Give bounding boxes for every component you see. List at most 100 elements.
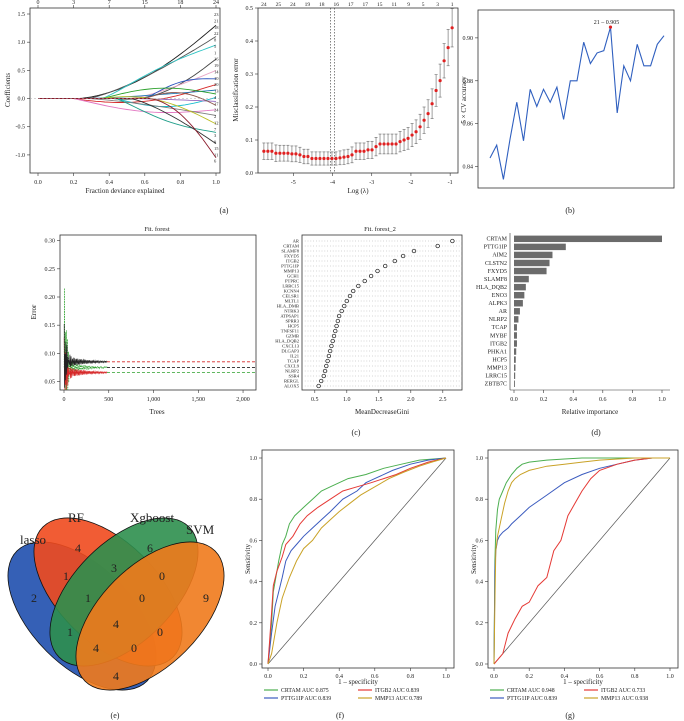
f-x-tick-label: 0.2: [300, 674, 308, 680]
c2-category-label: FXYD5: [284, 254, 300, 259]
g-x-tick-label: 0.4: [561, 674, 569, 680]
a1-right-label: 15: [214, 146, 219, 151]
panel-label-a: (a): [220, 206, 229, 215]
d-category-label: ITGB2: [490, 341, 507, 347]
a2-point: [418, 125, 422, 129]
d-bar: [514, 356, 516, 363]
a1-x-tick-label: 0.6: [141, 180, 149, 186]
venn-count-lasso-xgboost: 1: [67, 625, 73, 639]
panel-a-misclassification: -5 -4 -3 -2 -10.00.10.20.30.40.524 25 24 19 18 16…: [232, 2, 459, 195]
c2-category-label: CXCL13: [282, 344, 300, 349]
a2-point: [382, 142, 386, 146]
a2-point: [318, 156, 322, 161]
c2-x-tick-label: 1.0: [343, 397, 351, 403]
c2-point: [344, 298, 349, 304]
a2-point: [450, 26, 454, 30]
f-legend-label: ITGB2 AUC 0.839: [375, 688, 419, 694]
d-category-label: TCAP: [492, 325, 508, 331]
d-category-label: PTTG1IP: [484, 245, 508, 251]
f-y-tick-label: 0.0: [250, 662, 258, 668]
f-roc-curve-1: [267, 457, 447, 665]
c2-point: [347, 293, 353, 299]
c2-point: [331, 333, 337, 339]
g-y-axis-label: Sensitivity: [470, 544, 478, 574]
d-bar: [514, 243, 566, 251]
c2-point: [330, 338, 335, 344]
a2-point: [430, 102, 434, 106]
b-y-axis-label: 5 × CV accuracy: [460, 76, 468, 124]
c2-point: [362, 278, 367, 284]
c1-y-tick-label: 0.20: [45, 295, 56, 301]
a1-path-3: [38, 58, 217, 100]
b-y-tick-label: 0.88: [463, 79, 474, 85]
a2-point: [346, 154, 350, 159]
b-peak-point: [608, 25, 613, 29]
c2-title: Fit. forest_2: [364, 226, 396, 233]
a2-point: [374, 145, 378, 149]
c2-point: [335, 318, 340, 324]
d-bar: [514, 316, 519, 323]
venn-count-lasso-svm: 4: [113, 669, 119, 683]
c1-y-tick-label: 0.15: [45, 323, 56, 329]
d-category-label: MYBF: [490, 333, 508, 339]
a2-point: [302, 154, 306, 159]
d-bar: [514, 324, 517, 331]
c2-category-label: LRRC15: [282, 284, 299, 289]
c2-category-label: HLA_DQB2: [275, 339, 299, 344]
b-y-tick-label: 0.84: [463, 165, 474, 171]
f-legend-label: CRTAM AUC 0.875: [281, 688, 329, 694]
venn-count-lasso-xgboost-svm: 0: [131, 641, 137, 655]
a1-right-label: 5: [214, 44, 217, 49]
a2-top-tick-label: 9: [407, 2, 410, 8]
a2-point: [390, 142, 394, 146]
c2-point: [383, 263, 388, 269]
g-x-tick-label: 0.6: [596, 674, 604, 680]
c2-category-label: PTPRC: [285, 279, 299, 284]
g-y-tick-label: 0.8: [476, 497, 484, 503]
d-category-label: HCP5: [492, 357, 507, 363]
a1-x-tick-label: 0.2: [70, 180, 78, 186]
a1-right-label: 18: [214, 25, 219, 30]
c2-frame: [301, 234, 463, 391]
a2-point: [322, 156, 326, 161]
c1-y-tick-label: 0.05: [45, 380, 56, 386]
a2-point: [350, 153, 354, 157]
c1-y-tick-label: 0.25: [45, 267, 56, 273]
a1-top-tick-label: 15: [142, 0, 148, 6]
a1-top-tick-label: 7: [108, 0, 111, 6]
c2-point: [392, 258, 397, 264]
c2-point: [356, 283, 361, 289]
a2-point: [394, 142, 398, 146]
c2-point: [342, 303, 347, 309]
c2-point: [316, 383, 321, 389]
venn-count-lasso-only: 2: [31, 591, 37, 605]
c2-category-label: NTRK3: [284, 309, 300, 314]
f-x-tick-label: 0.6: [371, 674, 379, 680]
c2-category-label: MLTL1: [285, 299, 300, 304]
a2-point: [446, 46, 450, 50]
a1-right-label: 20: [214, 82, 219, 87]
f-legend-label: MMP13 AUC 0.789: [375, 696, 422, 702]
a2-point: [314, 156, 318, 161]
d-category-label: LRRC15: [485, 374, 507, 380]
venn-count-all: 4: [113, 617, 119, 631]
c1-title: Fit. forest: [144, 226, 169, 233]
a1-top-tick-label: 3: [72, 0, 75, 6]
d-category-label: AIM2: [492, 253, 507, 259]
a2-point: [282, 151, 286, 155]
g-legend-label: CRTAM AUC 0.948: [507, 688, 555, 694]
d-x-tick-label: 0.6: [599, 397, 607, 403]
d-bar: [514, 300, 523, 307]
d-category-label: FXYD5: [488, 269, 507, 275]
d-bar: [514, 235, 662, 243]
a2-point: [338, 156, 342, 160]
d-bar: [514, 275, 529, 283]
f-roc-curve-3: [267, 457, 447, 665]
d-bar: [514, 259, 550, 267]
venn-count-rf-xgboost-svm: 0: [139, 591, 145, 605]
a2-x-tick-label: -3: [369, 180, 374, 186]
a2-point: [426, 112, 430, 116]
d-x-tick-label: 0.2: [540, 397, 548, 403]
a1-path-15: [38, 98, 217, 133]
d-bar: [514, 291, 525, 299]
